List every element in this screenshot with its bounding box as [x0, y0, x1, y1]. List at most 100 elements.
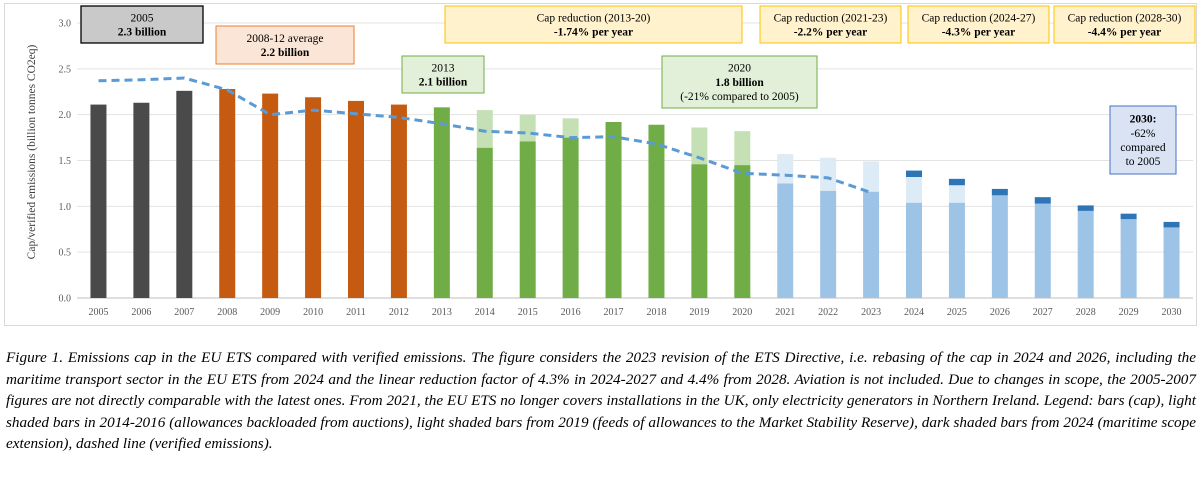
y-tick-label: 3.0 — [59, 19, 72, 30]
y-tick-label: 1.5 — [59, 156, 72, 167]
annotation-box: 2005 2.3 billion — [80, 5, 204, 44]
chart-frame: 0.0 0.5 1.0 1.5 2.0 2.5 3.0 Cap/verified emiss… — [4, 3, 1197, 326]
x-tick-label: 2027 — [1033, 307, 1053, 318]
bar-shaded-2022 — [820, 157, 837, 191]
figure-caption: Figure 1. Emissions cap in the EU ETS co… — [6, 349, 1196, 453]
bar-shaded-2021 — [777, 154, 794, 184]
x-tick-label: 2009 — [260, 307, 280, 318]
annotation-background — [907, 5, 1050, 44]
annotation-text: Cap reduction (2024-27) — [922, 12, 1036, 24]
bar-2008 — [219, 89, 236, 298]
bar-shaded-2016 — [562, 118, 579, 138]
annotation-text: -2.2% per year — [794, 27, 868, 39]
x-tick-label: 2014 — [475, 307, 495, 318]
bar-maritime-2025 — [948, 178, 965, 186]
bars — [90, 89, 1180, 299]
y-tick-label: 1.0 — [59, 202, 72, 213]
x-tick-label: 2011 — [346, 307, 366, 318]
annotation-background — [661, 55, 818, 109]
y-axis-ticks: 0.0 0.5 1.0 1.5 2.0 2.5 3.0 — [59, 19, 72, 305]
bar-shaded-2014 — [476, 110, 493, 148]
verified-emissions-dashed-line — [98, 76, 872, 195]
x-tick-label: 2024 — [904, 307, 924, 318]
x-tick-label: 2026 — [990, 307, 1010, 318]
x-tick-label: 2030 — [1162, 307, 1182, 318]
x-tick-label: 2006 — [131, 307, 151, 318]
x-tick-label: 2005 — [88, 307, 108, 318]
bar-2023 — [863, 191, 880, 298]
x-tick-label: 2018 — [646, 307, 666, 318]
annotation-text: 2013 — [432, 62, 455, 74]
bar-2012 — [390, 104, 407, 298]
bar-2011 — [348, 100, 364, 299]
bar-2015 — [519, 141, 536, 298]
bar-2024 — [906, 202, 922, 298]
annotation-box: Cap reduction (2021-23) -2.2% per year — [759, 5, 902, 44]
bar-2006 — [133, 102, 150, 298]
x-tick-label: 2013 — [432, 307, 452, 318]
bar-shaded-2019 — [691, 127, 708, 165]
annotation-text: -4.4% per year — [1088, 27, 1162, 39]
bar-2010 — [305, 97, 322, 298]
bar-2020 — [734, 165, 751, 298]
x-tick-label: 2015 — [518, 307, 538, 318]
bar-2009 — [262, 93, 279, 298]
x-tick-label: 2029 — [1119, 307, 1139, 318]
bar-2028 — [1077, 210, 1094, 298]
emissions-chart: 0.0 0.5 1.0 1.5 2.0 2.5 3.0 Cap/verified emiss… — [26, 5, 1196, 318]
annotation-text: -1.74% per year — [554, 27, 633, 39]
y-tick-label: 0.0 — [59, 294, 72, 305]
annotation-text: 2008-12 average — [247, 33, 324, 45]
bar-2019 — [691, 164, 708, 298]
annotation-text: -4.3% per year — [942, 27, 1016, 39]
bar-2030 — [1163, 227, 1180, 298]
y-axis-label: Cap/verified emissions (billion tonnes C… — [26, 45, 38, 260]
bar-2005 — [90, 104, 107, 298]
annotation-text: to 2005 — [1126, 156, 1161, 168]
annotation-text: 2005 — [131, 12, 154, 24]
bar-shaded-2024 — [906, 177, 922, 203]
annotation-text: 2020 — [728, 63, 751, 75]
bar-2025 — [948, 202, 965, 298]
x-tick-label: 2007 — [174, 307, 194, 318]
annotation-box: 2030: -62% compared to 2005 — [1109, 105, 1177, 175]
bar-maritime-2029 — [1120, 213, 1137, 220]
bar-maritime-2026 — [991, 188, 1008, 196]
annotation-text: Cap reduction (2028-30) — [1068, 12, 1182, 24]
x-tick-label: 2017 — [604, 307, 624, 318]
bar-2007 — [176, 90, 193, 298]
bar-shaded-2025 — [948, 185, 965, 203]
annotation-background — [215, 25, 355, 65]
annotation-text: -62% — [1131, 128, 1156, 140]
x-tick-label: 2020 — [732, 307, 752, 318]
annotation-background — [444, 5, 743, 44]
x-tick-label: 2022 — [818, 307, 838, 318]
bar-2016 — [562, 137, 579, 298]
annotations: 2005 2.3 billion 2008-12 average 2.2 billio… — [80, 5, 1196, 175]
annotation-text: Cap reduction (2013-20) — [537, 12, 651, 24]
x-tick-label: 2023 — [861, 307, 881, 318]
x-tick-label: 2019 — [689, 307, 709, 318]
bar-maritime-2024 — [906, 170, 922, 177]
bar-2026 — [991, 195, 1008, 298]
bar-2021 — [777, 183, 794, 298]
annotation-text: 1.8 billion — [715, 77, 764, 89]
annotation-text: compared — [1120, 142, 1166, 154]
x-tick-label: 2028 — [1076, 307, 1096, 318]
bar-shaded-2020 — [734, 131, 751, 166]
bar-maritime-2027 — [1034, 197, 1051, 204]
annotation-background — [1109, 105, 1177, 175]
bar-shaded-2015 — [519, 114, 536, 142]
bar-2014 — [476, 147, 493, 298]
x-tick-label: 2008 — [217, 307, 237, 318]
bar-2027 — [1034, 203, 1051, 298]
bar-2017 — [605, 122, 622, 298]
annotation-background — [80, 5, 204, 44]
annotation-background — [401, 55, 485, 94]
annotation-box: 2008-12 average 2.2 billion — [215, 25, 355, 65]
annotation-box: Cap reduction (2024-27) -4.3% per year — [907, 5, 1050, 44]
bar-2029 — [1120, 219, 1137, 298]
x-tick-label: 2025 — [947, 307, 967, 318]
bar-maritime-2030 — [1163, 221, 1180, 228]
y-tick-label: 2.0 — [59, 110, 72, 121]
